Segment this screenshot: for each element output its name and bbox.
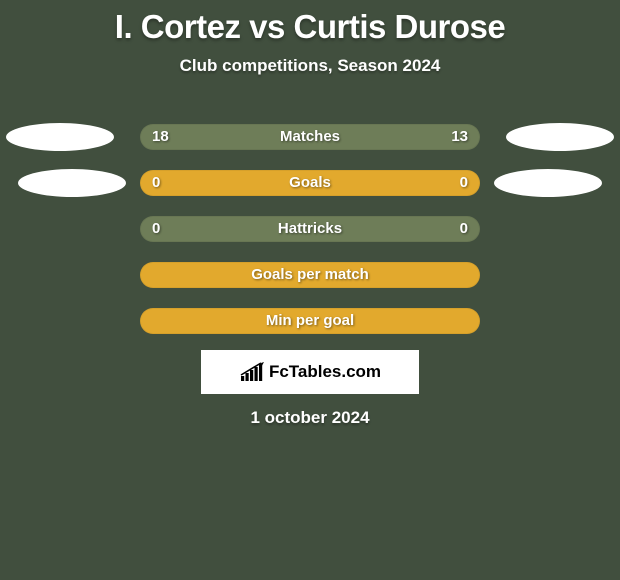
stat-value-right: 0 [460,170,468,196]
stat-rows: 18 Matches 13 0 Goals 0 0 Hattricks 0 [0,114,620,344]
watermark-box: FcTables.com [201,350,419,394]
player-marker-left [6,123,114,151]
stat-bar: 0 Goals 0 [140,170,480,196]
stat-row-goals-per-match: Goals per match [0,252,620,298]
stat-label: Matches [140,124,480,150]
stat-row-min-per-goal: Min per goal [0,298,620,344]
footer-date: 1 october 2024 [0,408,620,428]
stat-row-goals: 0 Goals 0 [0,160,620,206]
stat-label: Hattricks [140,216,480,242]
stat-row-hattricks: 0 Hattricks 0 [0,206,620,252]
stat-bar: Goals per match [140,262,480,288]
watermark-text: FcTables.com [269,362,381,382]
stat-bar: 18 Matches 13 [140,124,480,150]
stat-bar: Min per goal [140,308,480,334]
page-subtitle: Club competitions, Season 2024 [0,56,620,76]
stat-label: Goals [140,170,480,196]
fctables-logo-icon [239,361,267,383]
stat-value-right: 0 [460,216,468,242]
player-marker-right [506,123,614,151]
stat-label: Min per goal [140,308,480,334]
stat-label: Goals per match [140,262,480,288]
stat-row-matches: 18 Matches 13 [0,114,620,160]
page-title: I. Cortez vs Curtis Durose [0,8,620,46]
player-marker-right [494,169,602,197]
stat-bar: 0 Hattricks 0 [140,216,480,242]
player-marker-left [18,169,126,197]
stat-value-right: 13 [451,124,468,150]
comparison-card: I. Cortez vs Curtis Durose Club competit… [0,0,620,428]
